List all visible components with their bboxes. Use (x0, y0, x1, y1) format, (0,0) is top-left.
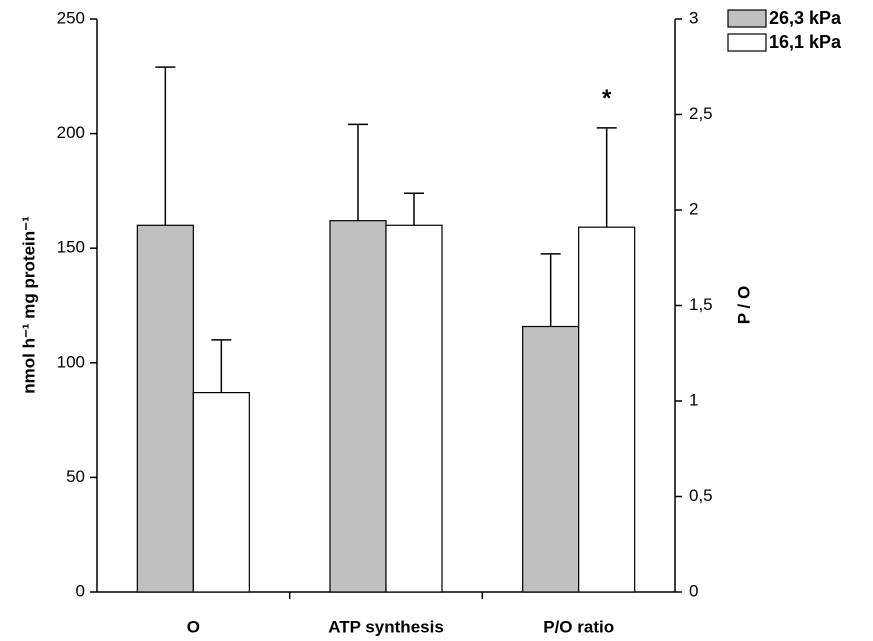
error-bar (596, 127, 617, 228)
legend-label: 16,1 kPa (769, 32, 842, 52)
y2-tick-label: 0 (689, 581, 698, 600)
bar (329, 220, 387, 593)
error-bar (404, 192, 424, 226)
bar (522, 325, 580, 593)
error-bar (155, 66, 176, 226)
error-bar (540, 253, 561, 327)
x-tick-label: P/O ratio (543, 617, 614, 636)
bar (385, 224, 443, 593)
y-tick-label: 100 (57, 352, 85, 371)
y2-tick-label: 1 (689, 390, 698, 409)
bar (136, 224, 194, 593)
y2-tick-label: 3 (689, 8, 698, 27)
y-tick-label: 200 (57, 123, 85, 142)
error-bar (348, 123, 368, 221)
bar (578, 226, 636, 593)
y-tick-label: 150 (57, 238, 85, 257)
y-tick-label: 250 (57, 8, 85, 27)
y2-tick-label: 0,5 (689, 486, 713, 505)
y2-tick-label: 1,5 (689, 295, 713, 314)
error-bar (211, 339, 232, 393)
y2-tick-label: 2,5 (689, 104, 713, 123)
x-tick-label: ATP synthesis (328, 617, 444, 636)
legend-swatch (727, 33, 767, 52)
legend-label: 26,3 kPa (769, 8, 842, 28)
y-axis-label: nmol h⁻¹ mg protein⁻¹ (19, 216, 38, 394)
y-tick-label: 0 (76, 581, 85, 600)
y-tick-label: 50 (66, 467, 85, 486)
bar (192, 391, 250, 593)
x-tick-label: O (187, 617, 200, 636)
legend-swatch (727, 9, 767, 28)
y2-tick-label: 2 (689, 199, 698, 218)
y2-axis-label: P / O (734, 286, 753, 324)
annotation: * (602, 85, 612, 112)
